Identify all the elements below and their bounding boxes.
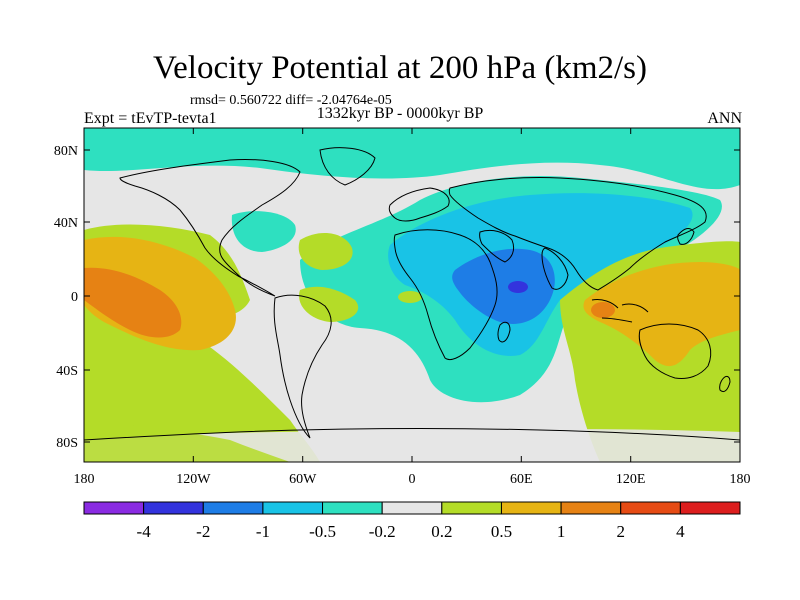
colorbar — [83, 501, 741, 515]
colorbar-swatch — [560, 501, 622, 515]
colorbar-swatch — [202, 501, 264, 515]
y-tick-label: 80N — [54, 144, 78, 159]
y-tick-label: 40N — [54, 216, 78, 231]
colorbar-label: 2 — [616, 522, 625, 541]
colorbar-swatch — [381, 501, 443, 515]
x-tick-label: 0 — [409, 472, 416, 487]
x-tick-marks — [83, 128, 741, 462]
colorbar-label: 0.2 — [431, 522, 452, 541]
stats-label: rmsd= 0.560722 diff= -2.04764e-05 — [190, 93, 392, 108]
colorbar-swatch — [83, 501, 145, 515]
coastlines — [84, 147, 740, 441]
x-tick-labels: 180 120W 60W 0 60E 120E 180 — [74, 472, 751, 487]
x-tick-label: 60E — [510, 472, 533, 487]
colorbar-label: 4 — [676, 522, 685, 541]
season-label: ANN — [707, 110, 742, 127]
period-label: 1332kyr BP - 0000kyr BP — [316, 105, 484, 122]
map-title: Velocity Potential at 200 hPa (km2/s) — [152, 50, 648, 86]
colorbar-swatch — [322, 501, 383, 515]
contour-field — [84, 128, 740, 462]
colorbar-label: -4 — [137, 522, 152, 541]
y-tick-labels: 80N 40N 0 40S 80S — [54, 144, 78, 451]
colorbar-swatch — [262, 501, 324, 515]
x-tick-label: 180 — [730, 472, 751, 487]
colorbar-swatch — [441, 501, 502, 515]
experiment-label: Expt = tEvTP-tevta1 — [84, 110, 217, 127]
x-tick-label: 180 — [74, 472, 95, 487]
colorbar-label: 0.5 — [491, 522, 512, 541]
colorbar-labels: -4 -2 -1 -0.5 -0.2 0.2 0.5 1 2 4 — [137, 522, 686, 541]
x-tick-label: 120W — [176, 472, 211, 487]
colorbar-label: -2 — [196, 522, 210, 541]
x-tick-label: 60W — [289, 472, 317, 487]
colorbar-swatch — [620, 501, 681, 515]
colorbar-swatch — [500, 501, 562, 515]
colorbar-label: -1 — [256, 522, 270, 541]
y-tick-label: 80S — [56, 436, 78, 451]
y-tick-marks — [84, 149, 740, 443]
colorbar-label: -0.5 — [309, 522, 336, 541]
colorbar-label: 1 — [557, 522, 566, 541]
colorbar-swatch — [679, 501, 741, 515]
y-tick-label: 40S — [56, 364, 78, 379]
colorbar-swatch — [143, 501, 204, 515]
colorbar-label: -0.2 — [369, 522, 396, 541]
y-tick-label: 0 — [71, 290, 78, 305]
x-tick-label: 120E — [616, 472, 646, 487]
